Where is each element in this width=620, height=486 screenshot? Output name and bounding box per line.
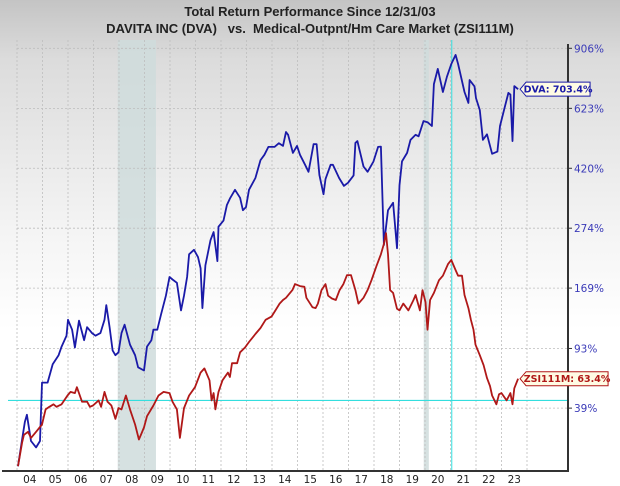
series-lines xyxy=(17,54,519,467)
shaded-period xyxy=(117,40,156,471)
x-tick-label: 09 xyxy=(151,474,164,486)
x-tick-label: 07 xyxy=(100,474,113,486)
axes xyxy=(2,44,569,472)
x-tick-label: 21 xyxy=(457,474,470,486)
y-tick-label: 623% xyxy=(574,103,604,115)
chart-title: Total Return Performance Since 12/31/03 xyxy=(184,4,436,19)
y-axis-ticks: 906% 623% 420% 274% 169% 93% 39% xyxy=(568,43,604,415)
x-tick-label: 16 xyxy=(329,474,343,486)
reference-lines xyxy=(8,40,568,471)
callout-box-zsi111m xyxy=(519,371,609,387)
x-tick-label: 11 xyxy=(202,474,215,486)
x-tick-label: 19 xyxy=(406,474,419,486)
series-line-zsi111m xyxy=(17,232,519,467)
x-tick-label: 18 xyxy=(380,474,393,486)
callout-box-dva xyxy=(519,81,591,97)
x-tick-label: 23 xyxy=(508,474,521,486)
x-tick-label: 06 xyxy=(74,474,88,486)
callout-label-zsi111m: ZSI111M: 63.4% xyxy=(524,374,611,385)
x-tick-label: 14 xyxy=(278,474,292,486)
x-tick-label: 17 xyxy=(355,474,368,486)
y-tick-label: 274% xyxy=(574,223,604,235)
shaded-period xyxy=(423,40,429,471)
y-tick-label: 169% xyxy=(574,283,604,295)
x-tick-label: 08 xyxy=(125,474,138,486)
y-tick-label: 39% xyxy=(574,403,597,415)
gridlines xyxy=(16,40,568,471)
x-axis-ticks: 04 05 06 07 08 09 10 11 12 13 14 15 16 17 18 19 20 21 22 23 xyxy=(23,474,521,486)
series-end-labels: DVA: 703.4% ZSI111M: 63.4% xyxy=(519,81,611,387)
series-line-dva xyxy=(17,54,519,467)
y-tick-label: 906% xyxy=(574,43,604,55)
x-tick-label: 12 xyxy=(227,474,240,486)
x-tick-label: 22 xyxy=(482,474,495,486)
x-tick-label: 05 xyxy=(49,474,62,486)
x-tick-label: 20 xyxy=(431,474,444,486)
shaded-periods xyxy=(117,40,429,471)
x-tick-label: 15 xyxy=(304,474,317,486)
y-tick-label: 93% xyxy=(574,343,597,355)
chart-subtitle: DAVITA INC (DVA) vs. Medical-Outpnt/Hm C… xyxy=(106,21,514,36)
x-tick-label: 13 xyxy=(253,474,266,486)
y-tick-label: 420% xyxy=(574,163,604,175)
callout-label-dva: DVA: 703.4% xyxy=(524,85,593,96)
x-tick-label: 10 xyxy=(176,474,189,486)
x-tick-label: 04 xyxy=(23,474,37,486)
